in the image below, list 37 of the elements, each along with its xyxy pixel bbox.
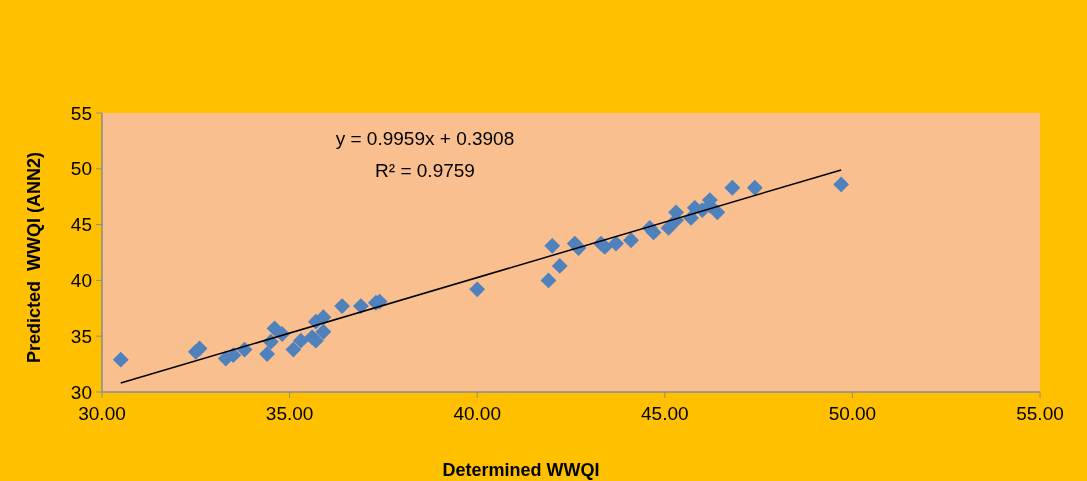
point [746,179,763,196]
y-tick-label: 35 [70,325,92,347]
point [292,332,309,349]
point [608,235,624,252]
x-tick-label: 45.00 [641,403,689,424]
point [112,351,129,368]
y-axis-title: Predicted WWQI (ANN2) [24,151,44,364]
point [285,341,302,358]
x-tick-label: 50.00 [828,403,877,424]
point [833,176,850,193]
point [596,239,613,255]
x-axis-title: Determined WWQI [442,460,600,480]
point [315,323,332,340]
annotation: R² = 0.9759 [375,160,475,181]
point [709,204,726,221]
x-tick-label: 55.00 [1016,403,1064,424]
x-tick-label: 35.00 [265,403,314,424]
point [623,232,639,249]
point [551,257,568,274]
point [352,298,369,314]
point [259,346,276,362]
point [334,298,351,314]
y-tick-label: 30 [70,381,92,403]
y-tick-label: 50 [70,158,92,180]
x-tick-label: 30.00 [78,403,126,424]
annotation: y = 0.9959x + 0.3908 [335,128,515,149]
y-tick-label: 45 [70,214,92,236]
point [724,179,741,196]
x-tick-label: 40.00 [453,403,501,424]
point [315,309,332,326]
y-tick-label: 40 [70,270,92,292]
y-tick-label: 55 [70,102,92,124]
point [191,340,208,357]
point [660,220,677,236]
point [544,237,561,254]
point [469,281,486,298]
point [540,272,557,289]
